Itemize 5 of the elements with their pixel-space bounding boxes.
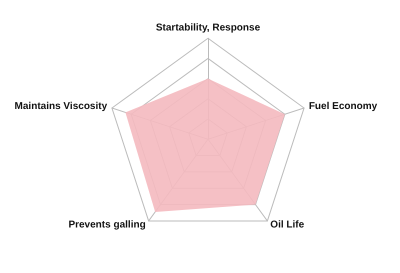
spoke-label: Oil Life — [270, 219, 305, 230]
spoke-label: Maintains Viscosity — [14, 100, 108, 112]
spoke-label: Prevents galling — [68, 219, 146, 230]
spoke-label: Startability, Response — [156, 22, 261, 34]
spoke-label: Fuel Economy — [308, 100, 378, 112]
